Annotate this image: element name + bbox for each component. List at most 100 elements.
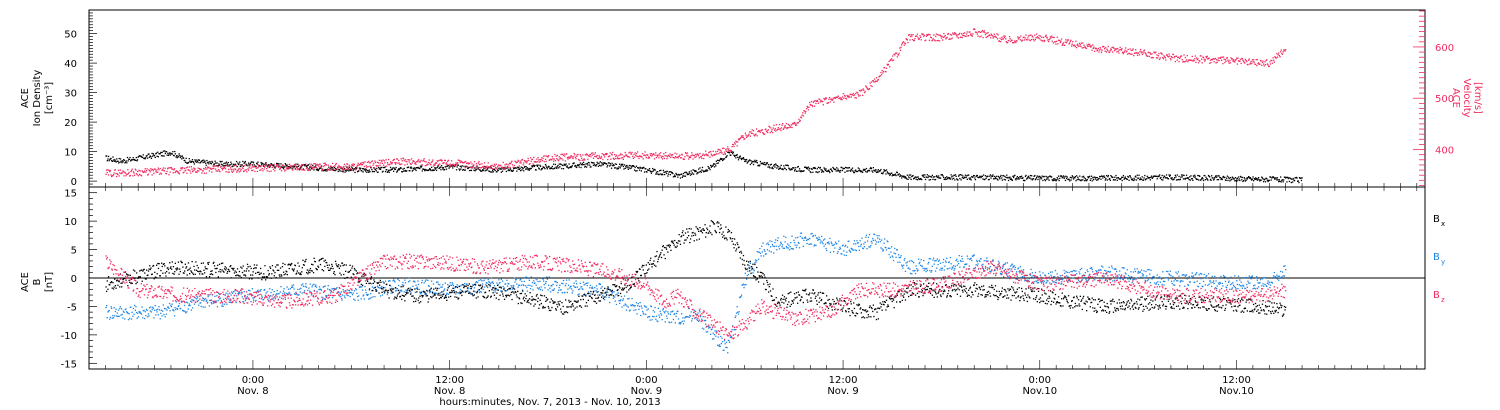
by-point (280, 286, 282, 288)
by-point (394, 281, 396, 283)
by-point (373, 287, 375, 289)
density-point (1095, 176, 1097, 179)
density-point (682, 172, 685, 175)
velocity-point (234, 168, 237, 171)
velocity-point (108, 169, 110, 171)
velocity-point (1032, 38, 1035, 40)
density-point (1091, 180, 1093, 182)
density-point (821, 171, 823, 173)
by-point (558, 289, 560, 291)
density-point (556, 166, 558, 168)
velocity-point (728, 150, 731, 152)
velocity-point (1179, 56, 1181, 58)
density-point (203, 159, 205, 161)
velocity-point (444, 159, 446, 162)
by-point (228, 301, 230, 303)
density-point (257, 161, 259, 163)
by-point (699, 315, 702, 318)
velocity-point (744, 132, 746, 134)
density-point (549, 167, 552, 170)
density-point (659, 173, 661, 175)
velocity-point (630, 153, 633, 155)
density-point (997, 175, 1000, 178)
density-point (502, 167, 504, 169)
by-point (210, 299, 212, 301)
velocity-point (592, 152, 594, 154)
velocity-point (440, 159, 442, 161)
by-point (376, 285, 379, 287)
density-point (459, 165, 461, 167)
velocity-point (842, 96, 844, 98)
velocity-point (715, 151, 717, 153)
by-point (384, 287, 386, 289)
velocity-point (410, 163, 412, 165)
density-point (1029, 174, 1032, 177)
density-point (867, 170, 869, 172)
velocity-point (1113, 47, 1115, 49)
velocity-point (741, 136, 743, 138)
density-point (1158, 175, 1160, 177)
by-point (269, 288, 271, 290)
velocity-point (292, 169, 294, 171)
velocity-point (306, 168, 308, 170)
density-point (1096, 179, 1098, 181)
velocity-point (617, 158, 619, 160)
density-point (650, 171, 652, 173)
by-point (628, 297, 630, 300)
velocity-point (782, 128, 784, 130)
velocity-point (556, 158, 558, 160)
density-point (151, 152, 153, 155)
density-point (359, 168, 361, 170)
by-point (121, 313, 123, 316)
by-point (173, 310, 175, 312)
density-point (1065, 175, 1067, 177)
by-point (663, 311, 665, 313)
velocity-point (954, 32, 956, 35)
velocity-point (969, 31, 971, 33)
density-point (528, 168, 530, 170)
by-point (743, 287, 745, 289)
by-point (667, 313, 670, 315)
by-point (305, 286, 308, 288)
by-point (652, 309, 654, 312)
density-point (1034, 174, 1036, 177)
by-point (506, 285, 509, 287)
by-point (450, 284, 453, 287)
density-point (1248, 176, 1250, 178)
velocity-point (313, 167, 316, 169)
velocity-point (466, 165, 468, 167)
density-point (581, 162, 583, 165)
by-point (400, 289, 402, 291)
by-point (157, 308, 159, 310)
velocity-point (1233, 60, 1235, 62)
density-point (609, 165, 611, 167)
density-point (683, 175, 685, 177)
by-point (719, 345, 721, 348)
velocity-point (560, 153, 562, 156)
by-point (226, 295, 229, 297)
velocity-point (720, 149, 722, 151)
density-point (1107, 174, 1110, 177)
by-point (541, 289, 544, 291)
density-point (1237, 179, 1239, 181)
velocity-point (1202, 56, 1205, 59)
velocity-point (1066, 40, 1068, 42)
density-point (181, 158, 183, 160)
velocity-point (950, 38, 952, 40)
density-point (1272, 176, 1274, 178)
by-point (538, 288, 540, 290)
density-point (557, 164, 559, 167)
by-point (186, 302, 189, 304)
density-point (1150, 176, 1152, 178)
density-point (942, 175, 944, 177)
velocity-point (162, 167, 164, 169)
velocity-point (718, 149, 721, 151)
velocity-point (1252, 61, 1254, 63)
density-point (972, 176, 974, 178)
velocity-point (725, 149, 727, 151)
velocity-point (403, 158, 405, 160)
velocity-point (219, 166, 222, 168)
velocity-point (401, 163, 403, 165)
by-point (477, 289, 479, 291)
